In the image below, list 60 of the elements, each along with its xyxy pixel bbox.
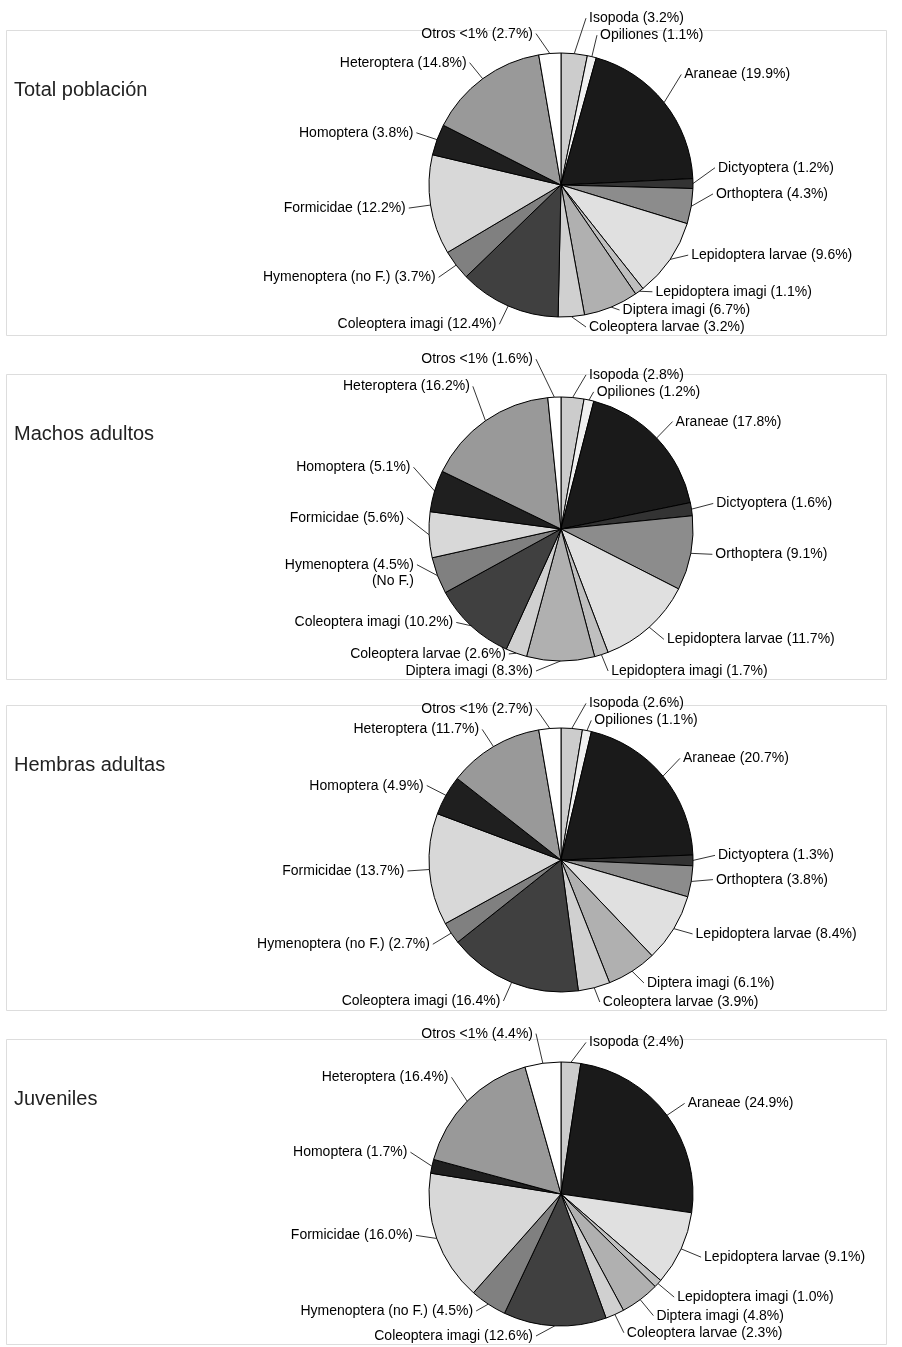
slice-label: Lepidoptera imagi (1.7%) xyxy=(611,662,768,678)
slice-label: Diptera imagi (6.7%) xyxy=(622,301,751,317)
slice-label: Araneae (17.8%) xyxy=(675,412,782,429)
slice-label: Formicidae (12.2%) xyxy=(283,199,406,216)
slice-label: Heteroptera (14.8%) xyxy=(339,53,467,70)
slice-label: Diptera imagi (8.3%) xyxy=(405,662,533,678)
slice-label: Isopoda (2.4%) xyxy=(589,1033,684,1050)
slice-label: Dictyoptera (1.6%) xyxy=(716,494,833,511)
slice-label: Isopoda (3.2%) xyxy=(589,9,684,26)
slice-label: Formicidae (5.6%) xyxy=(289,508,405,525)
slice-label: Lepidoptera imagi (1.0%) xyxy=(677,1288,834,1305)
slice-label: Coleoptera larvae (3.9%) xyxy=(602,993,759,1009)
slice-label: Heteroptera (16.4%) xyxy=(321,1068,449,1085)
slice-label: Otros <1% (2.7%) xyxy=(421,699,533,716)
slice-label: Opiliones (1.2%) xyxy=(596,382,701,399)
slice-label: Isopoda (2.6%) xyxy=(589,694,684,711)
slice-label: Araneae (20.7%) xyxy=(682,749,789,766)
slice-label: Orthoptera (3.8%) xyxy=(715,870,829,887)
slice-label: Dictyoptera (1.2%) xyxy=(717,158,834,175)
slice-label: Isopoda (2.8%) xyxy=(589,365,684,382)
text: Juveniles xyxy=(14,1087,98,1109)
slice-label: Opiliones (1.1%) xyxy=(599,26,704,43)
slice-label: Formicidae (13.7%) xyxy=(282,861,405,878)
slice-label: Lepidoptera larvae (9.6%) xyxy=(691,246,853,263)
slice-label: Hymenoptera (no F.) (3.7%) xyxy=(262,268,436,285)
slice-label: Araneae (19.9%) xyxy=(684,65,791,82)
slice-label: Coleoptera imagi (12.4%) xyxy=(337,315,497,332)
slice-label: Dictyoptera (1.3%) xyxy=(718,846,834,863)
slice-label: Homoptera (3.8%) xyxy=(298,123,414,140)
slice-label: Diptera imagi (4.8%) xyxy=(656,1306,784,1323)
slice-label: Homoptera (5.1%) xyxy=(296,458,411,475)
slice-label: Araneae (24.9%) xyxy=(687,1094,794,1111)
slice-label: Opiliones (1.1%) xyxy=(594,711,698,728)
slice-label: Hymenoptera (4.5%) (No F.) xyxy=(284,555,414,588)
slice-label: Heteroptera (11.7%) xyxy=(353,720,480,737)
slice-label: Homoptera (1.7%) xyxy=(293,1143,408,1160)
slice-label: Heteroptera (16.2%) xyxy=(343,377,470,394)
slice-label: Orthoptera (4.3%) xyxy=(715,184,829,201)
slice-label: Coleoptera imagi (12.6%) xyxy=(374,1327,533,1343)
slice-label: Homoptera (4.9%) xyxy=(309,776,424,793)
slice-label: Lepidoptera larvae (9.1%) xyxy=(704,1248,866,1265)
slice-label: Lepidoptera larvae (8.4%) xyxy=(695,924,857,941)
slice-label: Coleoptera imagi (16.4%) xyxy=(341,991,501,1008)
slice-label: Hymenoptera (no F.) (2.7%) xyxy=(257,935,430,952)
text: Total población xyxy=(14,78,148,100)
slice-label: Otros <1% (1.6%) xyxy=(421,350,533,367)
slice-label: Formicidae (16.0%) xyxy=(290,1226,413,1243)
slice-label: Otros <1% (2.7%) xyxy=(421,24,533,41)
slice-label: Otros <1% (4.4%) xyxy=(421,1024,533,1041)
slice-label: Hymenoptera (no F.) (4.5%) xyxy=(300,1302,474,1318)
slice-label: Coleoptera larvae (2.6%) xyxy=(350,645,506,661)
slice-label: Lepidoptera imagi (1.1%) xyxy=(655,282,812,299)
slice-label: Diptera imagi (6.1%) xyxy=(646,973,775,990)
text: Machos adultos xyxy=(14,422,155,444)
slice-label: Orthoptera (9.1%) xyxy=(715,545,828,562)
slice-label: Lepidoptera larvae (11.7%) xyxy=(666,630,835,647)
slice-label: Coleoptera larvae (2.3%) xyxy=(626,1323,783,1340)
slice-label: Coleoptera larvae (3.2%) xyxy=(589,318,745,334)
slice-label: Coleoptera imagi (10.2%) xyxy=(294,613,454,630)
text: Hembras adultas xyxy=(14,753,166,775)
